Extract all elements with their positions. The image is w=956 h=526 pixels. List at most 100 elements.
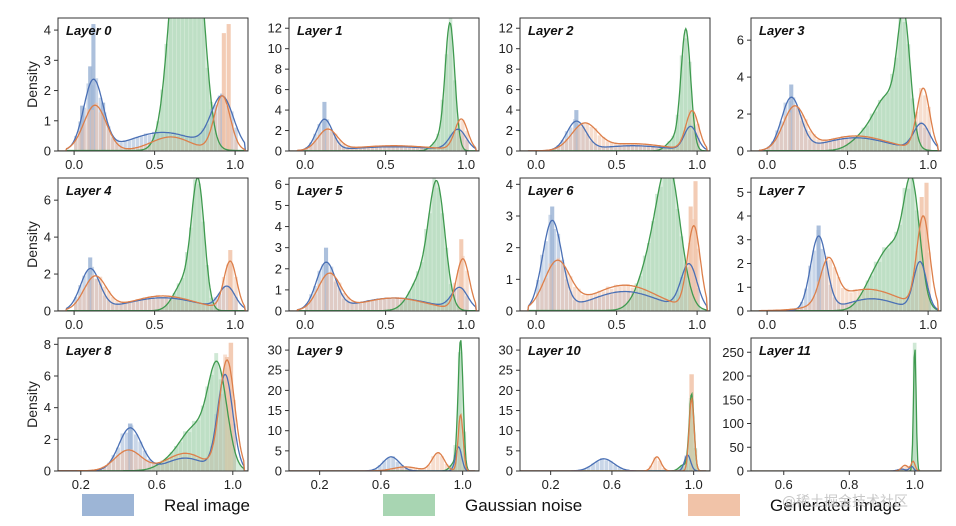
hist-bar-noise [168,18,173,151]
hist-bar-generated [201,143,205,151]
hist-bar-generated [415,300,420,311]
hist-bar-generated [820,139,824,151]
hist-bar-generated [180,299,185,311]
legend-swatch-real [82,494,134,516]
hist-bar-real [201,128,205,151]
hist-bar-generated [828,139,833,151]
y-tick-label: 12 [499,21,513,36]
hist-bar-generated [869,290,874,311]
hist-bar-generated [648,465,653,471]
hist-bar-generated [564,139,569,151]
panel-title: Layer 6 [528,183,574,198]
hist-bar-generated [693,449,698,471]
hist-bar-generated [78,130,82,151]
hist-bar-generated [214,421,219,471]
watermark-text: @稀土掘金技术社区 [782,494,908,510]
hist-bar-generated [783,115,788,151]
hist-bar-generated [577,126,581,151]
hist-bar-real [816,225,821,311]
y-tick-label: 0 [275,144,282,159]
hist-bar-generated [386,469,391,471]
hist-bar-generated [413,468,418,471]
hist-bar-generated [183,452,187,471]
hist-bar-generated [217,96,222,151]
hist-bar-generated [560,264,565,311]
hist-bar-generated [120,450,125,471]
panel-2: 0.0 0.5 1.0 0 2 4 6 8 10 12 Layer 2 [499,17,711,172]
kde-line-generated [520,224,710,311]
hist-bar-noise [180,278,185,311]
hist-bar-generated [626,144,630,151]
y-tick-label: 2 [275,261,282,276]
hist-bar-real [127,140,131,151]
hist-bar-generated [228,250,233,311]
hist-bar-generated [440,147,445,151]
hist-bar-generated [906,295,911,311]
hist-bar-noise [675,209,680,311]
hist-bar-generated [168,137,173,151]
hist-bar-real [131,138,136,151]
hist-bar-generated [779,129,783,151]
hist-bar-generated [148,296,152,311]
panel-title: Layer 9 [297,343,343,358]
hist-bar-generated [585,293,589,311]
hist-bar-noise [428,213,432,311]
hist-bar-generated [143,298,148,311]
hist-bar-noise [436,187,440,311]
hist-bar-generated [354,146,358,151]
hist-bar-generated [366,300,371,311]
hist-bar-generated [689,374,694,471]
hist-bar-noise [679,236,684,311]
hist-bar-generated [197,145,201,151]
hist-bar-noise [200,405,205,471]
hist-bar-real [540,254,544,311]
hist-bar-generated [910,276,915,311]
hist-bar-generated [129,449,134,471]
hist-bar-generated [877,292,882,311]
hist-bar-generated [174,454,178,471]
hist-bar-generated [428,304,432,311]
hist-bar-generated [622,285,626,311]
hist-bar-generated [111,138,115,151]
hist-bar-generated [78,295,82,311]
hist-bar-noise [906,44,911,151]
hist-bar-generated [601,136,606,151]
hist-bar-generated [431,456,436,471]
y-tick-label: 2 [506,240,513,255]
y-tick-label: 2 [737,256,744,271]
hist-bar-generated [111,297,115,311]
y-tick-label: 5 [737,185,744,200]
hist-bar-generated [630,287,635,311]
hist-bar-noise [688,61,692,151]
hist-bar-generated [156,463,161,471]
hist-bar-generated [642,144,647,151]
hist-bar-generated [135,299,140,311]
kde-line-generated [520,110,710,151]
y-tick-label: 0 [44,144,51,159]
hist-bar-generated [407,299,412,311]
hist-bar-generated [465,270,469,311]
hist-bar-generated [115,300,119,311]
hist-bar-real [382,460,387,471]
hist-bar-noise [655,193,659,311]
y-tick-label: 4 [737,209,744,224]
hist-bar-real [586,466,591,471]
hist-bar-noise [172,18,177,151]
hist-bar-noise [205,386,210,471]
hist-bar-generated [395,467,400,471]
hist-bar-generated [683,266,688,311]
hist-bar-generated [169,456,174,471]
hist-bar-generated [131,148,136,151]
x-tick-label: 0.0 [527,157,545,172]
hist-bar-noise [894,57,898,151]
panel-10: 0.2 0.6 1.0 0 5 10 15 20 25 30 Layer 10 [499,337,711,492]
hist-bar-generated [362,146,367,151]
hist-bar-generated [230,123,234,151]
hist-bar-generated [444,146,449,151]
hist-bar-real [322,101,327,151]
hist-bar-generated [593,293,598,311]
panel-frame [288,17,480,152]
hist-bar-generated [795,308,800,311]
plot-area [289,340,479,471]
plot-area [520,374,710,471]
